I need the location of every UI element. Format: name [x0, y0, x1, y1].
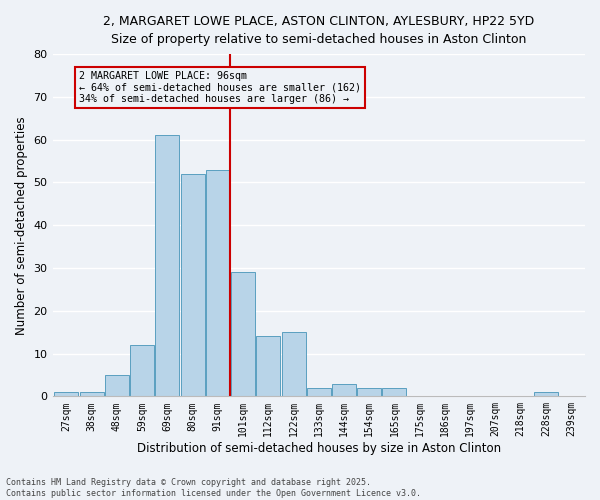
Text: Contains HM Land Registry data © Crown copyright and database right 2025.
Contai: Contains HM Land Registry data © Crown c…: [6, 478, 421, 498]
Bar: [130, 345, 154, 397]
Bar: [332, 384, 356, 396]
Bar: [206, 170, 230, 396]
Bar: [357, 388, 381, 396]
Bar: [155, 136, 179, 396]
Y-axis label: Number of semi-detached properties: Number of semi-detached properties: [15, 116, 28, 334]
Bar: [281, 332, 305, 396]
X-axis label: Distribution of semi-detached houses by size in Aston Clinton: Distribution of semi-detached houses by …: [137, 442, 501, 455]
Bar: [231, 272, 255, 396]
Bar: [256, 336, 280, 396]
Bar: [382, 388, 406, 396]
Bar: [80, 392, 104, 396]
Title: 2, MARGARET LOWE PLACE, ASTON CLINTON, AYLESBURY, HP22 5YD
Size of property rela: 2, MARGARET LOWE PLACE, ASTON CLINTON, A…: [103, 15, 535, 46]
Bar: [105, 375, 129, 396]
Bar: [55, 392, 79, 396]
Bar: [307, 388, 331, 396]
Bar: [534, 392, 558, 396]
Text: 2 MARGARET LOWE PLACE: 96sqm
← 64% of semi-detached houses are smaller (162)
34%: 2 MARGARET LOWE PLACE: 96sqm ← 64% of se…: [79, 71, 361, 104]
Bar: [181, 174, 205, 396]
